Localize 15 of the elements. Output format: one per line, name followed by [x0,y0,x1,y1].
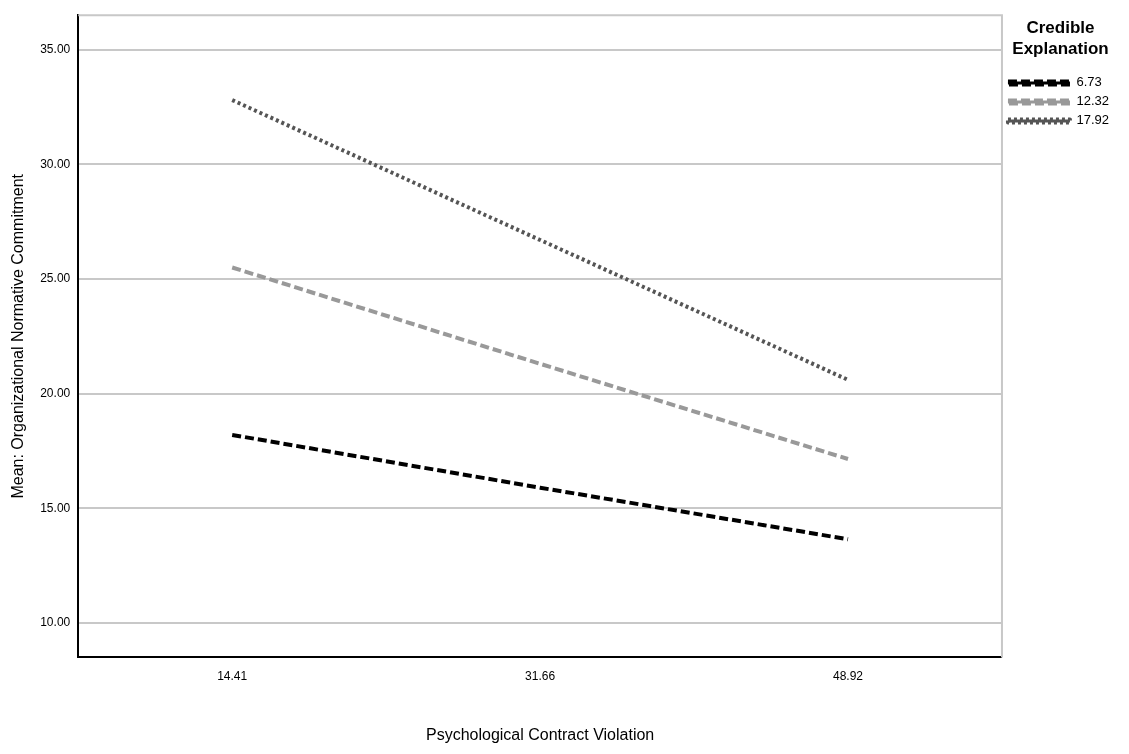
x-tick-label: 31.66 [525,668,556,683]
y-tick-label: 30.00 [40,156,71,171]
y-tick-label: 10.00 [40,615,71,630]
y-tick-label: 25.00 [40,271,71,286]
legend-label: 6.73 [1076,74,1102,90]
x-axis-title: Psychological Contract Violation [425,725,655,743]
y-tick-label: 35.00 [40,41,71,56]
legend-label: 12.32 [1076,93,1110,109]
legend-label: 17.92 [1076,112,1110,128]
y-tick-label: 15.00 [40,500,71,515]
x-tick-label: 14.41 [217,668,248,683]
legend-title: Credible Explanation [1012,18,1109,58]
x-tick-label: 48.92 [833,668,864,683]
y-tick-label: 20.00 [40,385,71,400]
y-axis-title: Mean: Organizational Normative Commitment [9,173,27,499]
